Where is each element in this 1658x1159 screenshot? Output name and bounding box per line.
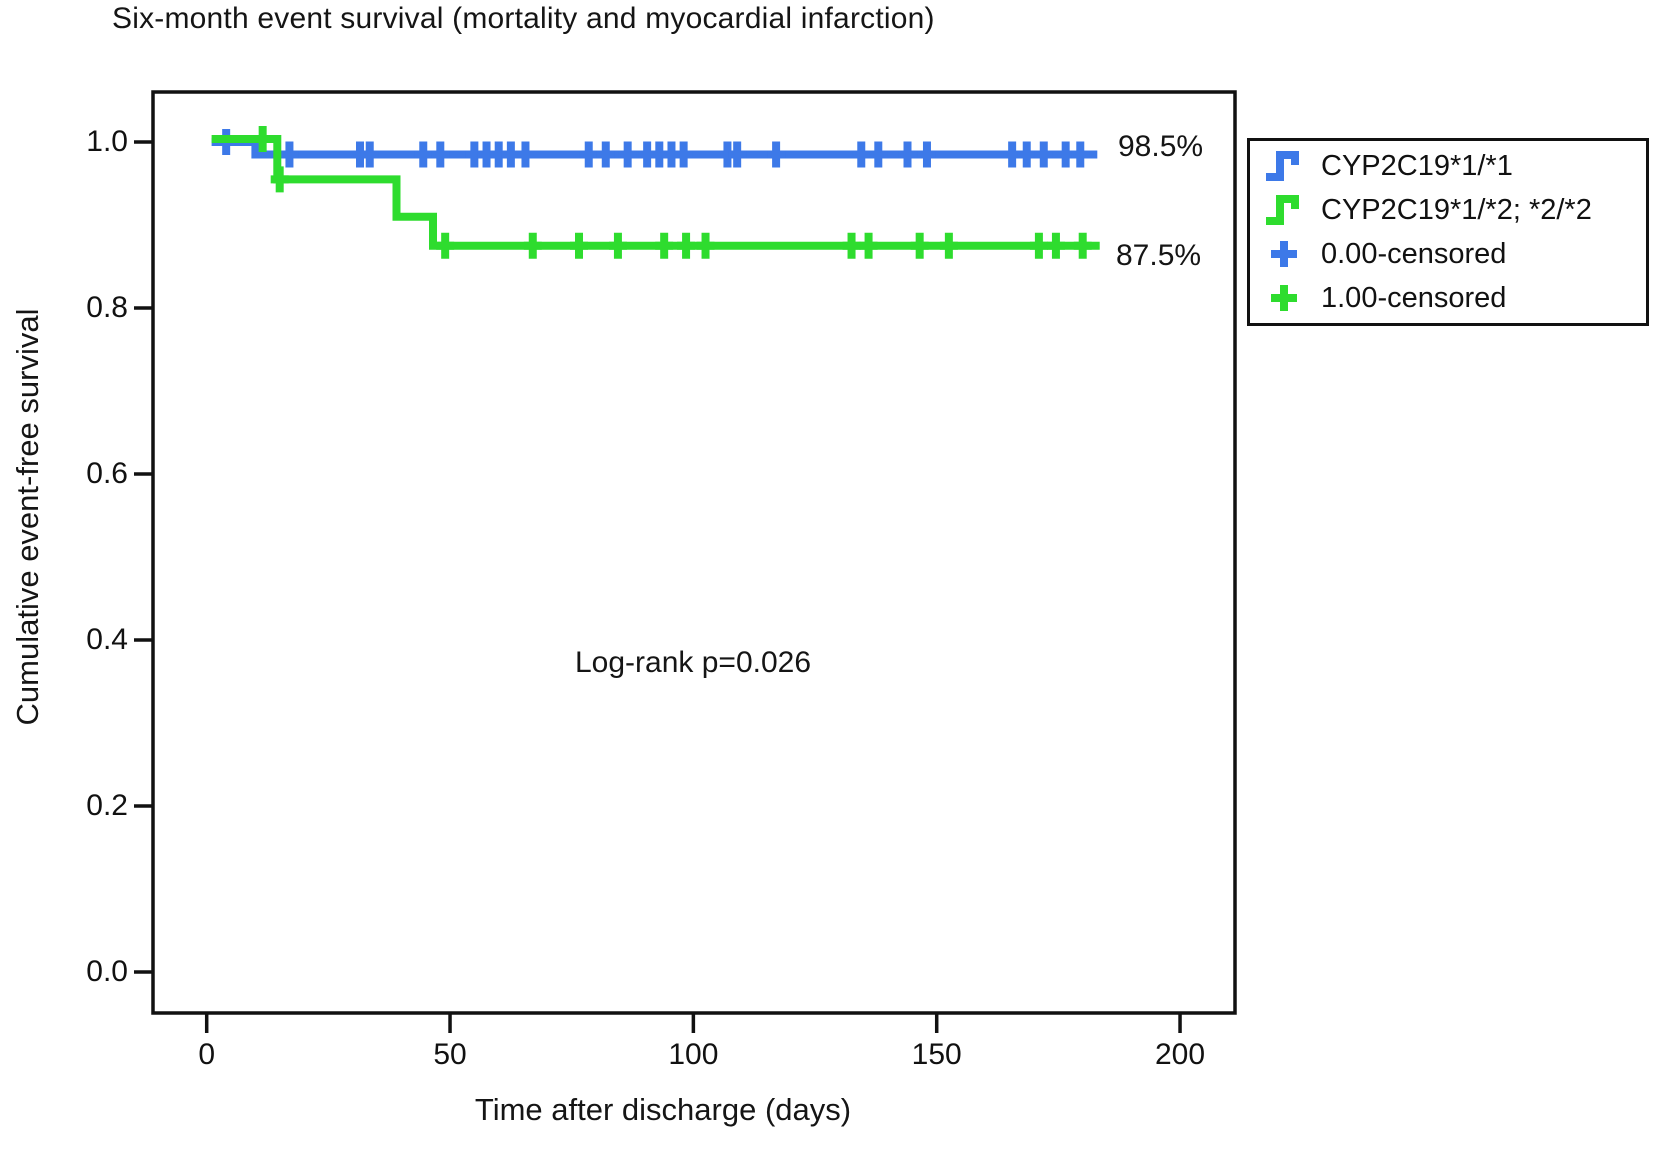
legend-item-label: 1.00-censored	[1321, 281, 1507, 314]
plus-censor-icon	[1260, 282, 1308, 314]
x-tick-label: 0	[198, 1038, 216, 1071]
log-rank-annotation: Log-rank p=0.026	[575, 646, 812, 679]
survival-curve-cyp2c19-1-2	[211, 135, 1100, 250]
chart-title: Six-month event survival (mortality and …	[112, 2, 935, 35]
legend-item: CYP2C19*1/*1	[1260, 144, 1644, 188]
legend: CYP2C19*1/*1 CYP2C19*1/*2; *2/*2 0.00-cens…	[1247, 138, 1649, 326]
y-tick-label: 1.0	[86, 125, 128, 158]
x-axis-title: Time after discharge (days)	[474, 1092, 852, 1127]
x-tick-label: 200	[1155, 1038, 1206, 1071]
step-curve-icon	[1260, 148, 1308, 184]
legend-item-label: 0.00-censored	[1321, 237, 1507, 270]
y-tick-label: 0.6	[86, 457, 128, 490]
legend-item: 0.00-censored	[1260, 232, 1644, 276]
y-axis-title: Cumulative event-free survival	[10, 308, 45, 726]
legend-item-label: CYP2C19*1/*2; *2/*2	[1321, 193, 1592, 226]
legend-item-label: CYP2C19*1/*1	[1321, 149, 1513, 182]
legend-item: CYP2C19*1/*2; *2/*2	[1260, 188, 1644, 232]
x-tick-label: 50	[433, 1038, 467, 1071]
x-tick-label: 150	[911, 1038, 962, 1071]
end-label-cyp2c19-1-2: 87.5%	[1116, 239, 1202, 272]
plot-border	[151, 90, 1237, 1015]
plus-censor-icon	[1260, 238, 1308, 270]
y-tick-label: 0.2	[86, 789, 128, 822]
y-tick-label: 0.0	[86, 955, 128, 988]
legend-item: 1.00-censored	[1260, 276, 1644, 320]
y-tick-label: 0.4	[86, 623, 128, 656]
end-label-cyp2c19-1-1: 98.5%	[1118, 130, 1204, 163]
y-tick-label: 0.8	[86, 291, 128, 324]
step-curve-icon	[1260, 192, 1308, 228]
x-tick-label: 100	[668, 1038, 719, 1071]
